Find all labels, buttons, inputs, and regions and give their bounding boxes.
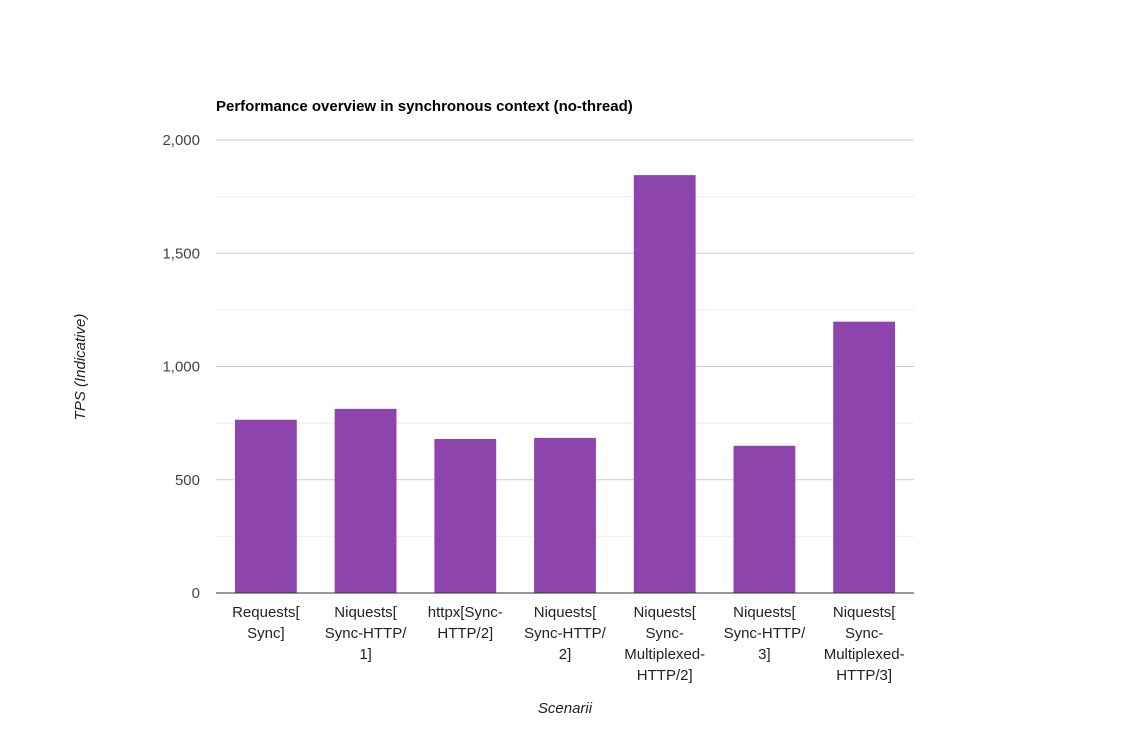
- bar: [733, 445, 796, 593]
- bar: [633, 175, 696, 594]
- bar: [434, 438, 497, 593]
- y-tick-label: 1,000: [162, 359, 200, 376]
- y-tick-label: 2,000: [162, 132, 200, 149]
- x-category-label: Niquests[Sync-Multiplexed-HTTP/2]: [624, 604, 705, 684]
- x-category-label: httpx[Sync-HTTP/2]: [428, 604, 503, 642]
- bar: [334, 408, 397, 593]
- x-axis-title: Scenarii: [538, 700, 593, 717]
- x-axis-categories: Requests[Sync] Niquests[Sync-HTTP/1] httpx…: [232, 604, 904, 684]
- y-axis-ticks: 0 500 1,000 1,500 2,000: [162, 132, 200, 602]
- y-tick-label: 0: [192, 585, 200, 602]
- x-category-label: Niquests[Sync-HTTP/2]: [524, 604, 607, 663]
- x-category-label: Requests[Sync]: [232, 604, 300, 642]
- bar: [833, 321, 896, 593]
- chart-title: Performance overview in synchronous cont…: [216, 98, 633, 115]
- y-tick-label: 500: [175, 472, 200, 489]
- bar: [534, 437, 596, 593]
- bar: [234, 419, 297, 593]
- bars: [234, 175, 896, 594]
- y-axis-title: TPS (Indicative): [72, 314, 89, 421]
- x-category-label: Niquests[Sync-HTTP/1]: [325, 604, 408, 663]
- x-category-label: Niquests[Sync-Multiplexed-HTTP/3]: [824, 604, 905, 684]
- y-tick-label: 1,500: [162, 245, 200, 262]
- x-category-label: Niquests[Sync-HTTP/3]: [724, 604, 807, 663]
